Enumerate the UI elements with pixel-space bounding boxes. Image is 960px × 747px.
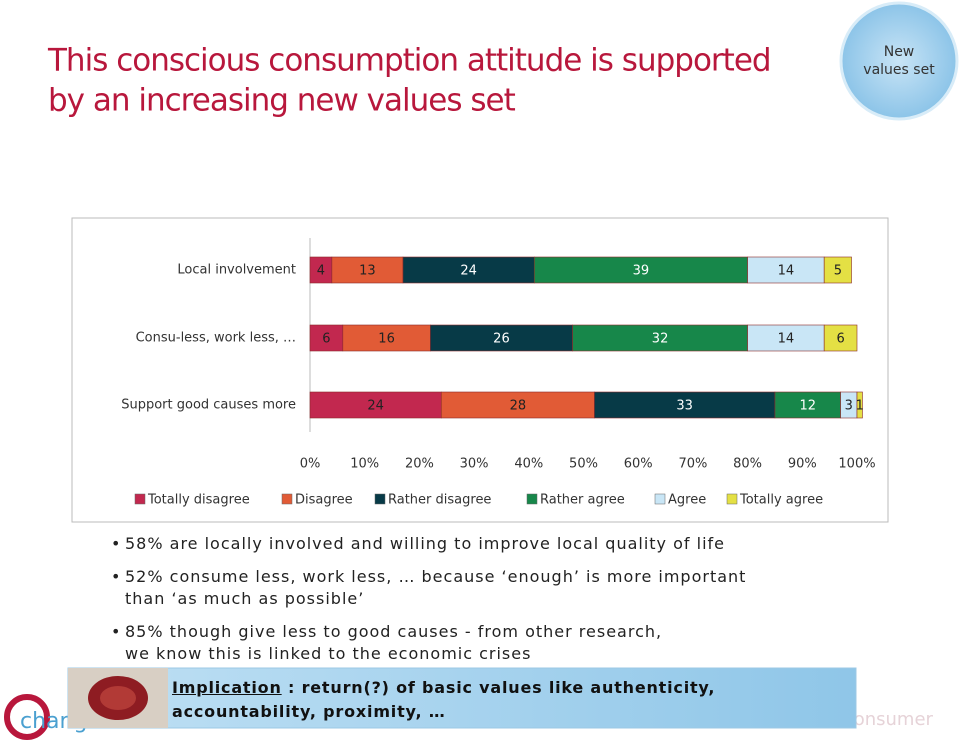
legend-swatch [726, 493, 738, 505]
title-line: by an increasing new values set [48, 83, 516, 119]
data-label: 3 [845, 399, 853, 414]
legend-label: Totally agree [739, 493, 823, 508]
data-label: 39 [633, 264, 650, 279]
data-label: 1 [856, 399, 864, 414]
data-label: 28 [510, 399, 527, 414]
badge [839, 1, 959, 121]
bar-segment [823, 256, 852, 284]
bullet-line: 58% are locally involved and willing to … [125, 534, 725, 553]
data-label: 26 [493, 332, 510, 347]
data-label: 6 [322, 332, 330, 347]
data-label: 12 [799, 399, 816, 414]
legend-label: Rather agree [540, 493, 625, 508]
bullet-line: we know this is linked to the economic c… [125, 644, 532, 663]
x-tick-label: 70% [678, 457, 707, 472]
data-label: 32 [652, 332, 669, 347]
legend-label: Rather disagree [388, 493, 491, 508]
seal [100, 686, 136, 710]
x-tick-label: 80% [733, 457, 762, 472]
x-tick-label: 10% [350, 457, 379, 472]
bar-segment [747, 324, 825, 352]
bar-segment [342, 324, 431, 352]
badge-text: values set [863, 62, 935, 78]
x-tick-label: 20% [405, 457, 434, 472]
legend-swatch [654, 493, 666, 505]
x-tick-label: 0% [300, 457, 321, 472]
bar-segment [572, 324, 748, 352]
legend-label: Totally disagree [147, 493, 250, 508]
legend-swatch [281, 493, 293, 505]
bullet-line: 85% though give less to good causes - fr… [125, 622, 663, 641]
bar-segment [594, 391, 776, 419]
x-tick-label: 100% [838, 457, 875, 472]
x-tick-label: 90% [788, 457, 817, 472]
bar-segment [856, 391, 863, 419]
data-label: 14 [778, 264, 795, 279]
category-label: Support good causes more [121, 398, 296, 413]
bullet-line: 52% consume less, work less, … because ‘… [125, 567, 747, 586]
implication-text: : return(?) of basic values like authent… [172, 678, 716, 721]
data-label: 4 [317, 264, 325, 279]
data-label: 24 [367, 399, 384, 414]
bar-segment [823, 324, 858, 352]
legend-swatch [374, 493, 386, 505]
x-tick-label: 50% [569, 457, 598, 472]
implication-label: Implication [172, 678, 282, 697]
x-tick-label: 30% [460, 457, 489, 472]
data-label: 6 [836, 332, 844, 347]
bar-segment [331, 256, 404, 284]
data-label: 24 [460, 264, 477, 279]
implication-box [67, 667, 857, 729]
x-tick-label: 60% [624, 457, 653, 472]
badge-text: New [884, 44, 915, 60]
bar-segment [533, 256, 748, 284]
bar-segment [747, 256, 825, 284]
legend-label: Agree [668, 493, 706, 508]
data-label: 13 [359, 264, 376, 279]
bullet-line: than ‘as much as possible’ [125, 589, 365, 608]
bullet: 85% though give less to good causes - fr… [111, 621, 663, 665]
bar-segment [440, 391, 595, 419]
legend-swatch [526, 493, 538, 505]
category-label: Consu-less, work less, … [136, 331, 296, 346]
bar-segment [774, 391, 841, 419]
bullet: 58% are locally involved and willing to … [111, 533, 725, 555]
title-line: This conscious consumption attitude is s… [47, 43, 771, 79]
data-label: 14 [778, 332, 795, 347]
legend-swatch [134, 493, 146, 505]
bar-segment [309, 391, 442, 419]
bullet: 52% consume less, work less, … because ‘… [111, 566, 747, 610]
bar-segment [309, 324, 344, 352]
legend-label: Disagree [295, 493, 353, 508]
data-label: 16 [378, 332, 395, 347]
data-label: 5 [834, 264, 842, 279]
category-label: Local involvement [177, 263, 296, 278]
implication: Implication : return(?) of basic values … [172, 676, 852, 724]
x-tick-label: 40% [514, 457, 543, 472]
data-label: 33 [676, 399, 693, 414]
chart: 0% 10% 20% 30% 40% 50% 60% 70% 80% 90% 100% Local i… [121, 238, 876, 508]
bar-segment [430, 324, 573, 352]
logo-mark [4, 694, 50, 740]
